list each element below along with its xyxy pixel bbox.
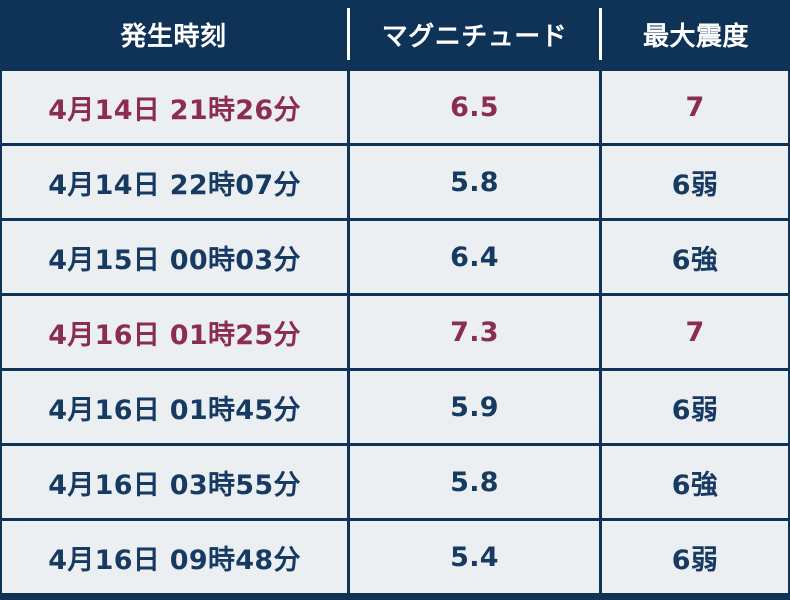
column-divider bbox=[347, 521, 350, 593]
cell-time: 4月14日 21時26分 bbox=[2, 71, 347, 143]
table-row: 4月14日 21時26分 6.5 7 bbox=[0, 68, 790, 143]
cell-magnitude: 5.8 bbox=[350, 446, 599, 518]
cell-time: 4月16日 09時48分 bbox=[2, 521, 347, 593]
cell-magnitude: 7.3 bbox=[350, 296, 599, 368]
cell-intensity: 6強 bbox=[602, 446, 788, 518]
cell-intensity: 6弱 bbox=[602, 371, 788, 443]
column-divider bbox=[599, 221, 602, 293]
cell-intensity: 7 bbox=[602, 296, 788, 368]
table-row: 4月14日 22時07分 5.8 6弱 bbox=[0, 143, 790, 218]
column-divider bbox=[347, 146, 350, 218]
cell-magnitude: 5.8 bbox=[350, 146, 599, 218]
header-magnitude: マグニチュード bbox=[381, 21, 568, 52]
header-time: 発生時刻 bbox=[120, 21, 227, 52]
cell-intensity: 6強 bbox=[602, 221, 788, 293]
cell-magnitude: 6.5 bbox=[350, 71, 599, 143]
column-divider bbox=[599, 446, 602, 518]
cell-time: 4月16日 01時25分 bbox=[2, 296, 347, 368]
table-row: 4月16日 01時45分 5.9 6弱 bbox=[0, 368, 790, 443]
cell-magnitude: 6.4 bbox=[350, 221, 599, 293]
column-divider bbox=[347, 71, 350, 143]
cell-intensity: 6弱 bbox=[602, 521, 788, 593]
cell-time: 4月14日 22時07分 bbox=[2, 146, 347, 218]
header-intensity: 最大震度 bbox=[642, 21, 749, 52]
cell-time: 4月15日 00時03分 bbox=[2, 221, 347, 293]
table-row: 4月15日 00時03分 6.4 6強 bbox=[0, 218, 790, 293]
header-divider bbox=[599, 8, 602, 60]
column-divider bbox=[599, 371, 602, 443]
header-divider bbox=[347, 8, 350, 60]
table-row: 4月16日 01時25分 7.3 7 bbox=[0, 293, 790, 368]
table-row: 4月16日 09時48分 5.4 6弱 bbox=[0, 518, 790, 593]
cell-intensity: 7 bbox=[602, 71, 788, 143]
table-row: 4月16日 03時55分 5.8 6強 bbox=[0, 443, 790, 518]
cell-time: 4月16日 01時45分 bbox=[2, 371, 347, 443]
column-divider bbox=[347, 371, 350, 443]
column-divider bbox=[599, 146, 602, 218]
table-body: 4月14日 21時26分 6.5 7 4月14日 22時07分 5.8 6弱 4… bbox=[0, 68, 790, 593]
cell-intensity: 6弱 bbox=[602, 146, 788, 218]
column-divider bbox=[599, 296, 602, 368]
cell-magnitude: 5.9 bbox=[350, 371, 599, 443]
column-divider bbox=[347, 446, 350, 518]
column-divider bbox=[347, 221, 350, 293]
column-divider bbox=[347, 296, 350, 368]
table-header: 発生時刻 マグニチュード 最大震度 bbox=[0, 0, 790, 68]
cell-time: 4月16日 03時55分 bbox=[2, 446, 347, 518]
cell-magnitude: 5.4 bbox=[350, 521, 599, 593]
column-divider bbox=[599, 521, 602, 593]
column-divider bbox=[599, 71, 602, 143]
